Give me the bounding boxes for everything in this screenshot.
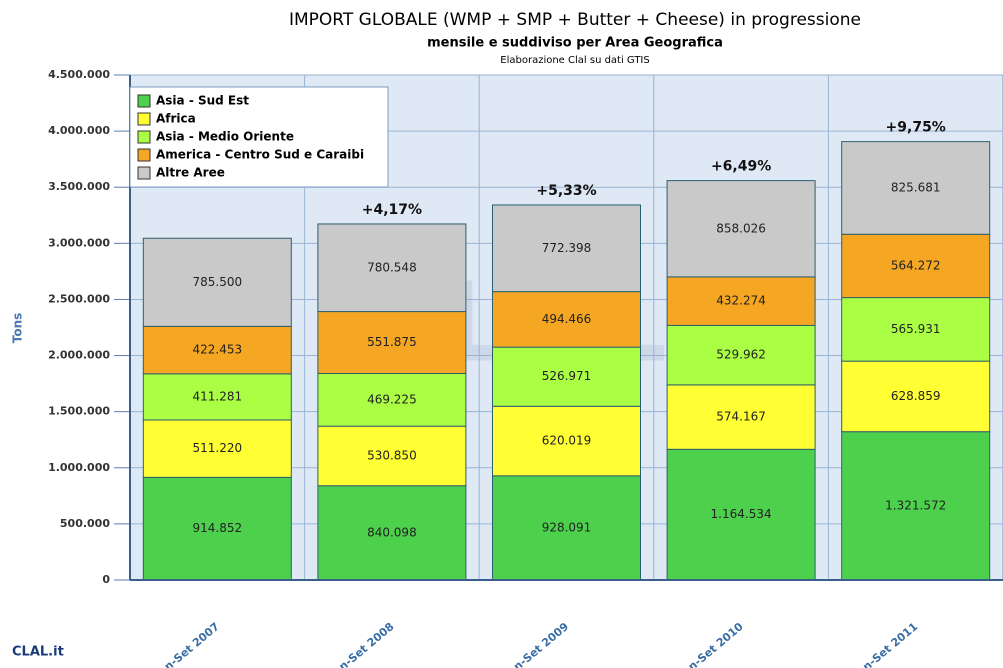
value-label: 551.875 (367, 335, 417, 349)
bar-segment (841, 141, 991, 235)
bar-segment (492, 204, 641, 293)
chart-title: IMPORT GLOBALE (WMP + SMP + Butter + Che… (289, 10, 861, 30)
x-tick-label: Gen-Set 2010 (673, 620, 746, 668)
y-tick-label: 1.000.000 (48, 461, 110, 474)
y-tick-label: 2.500.000 (48, 292, 110, 305)
bar-segment (142, 325, 292, 375)
legend-label: Asia - Medio Oriente (156, 130, 294, 144)
value-label: 564.272 (891, 258, 941, 272)
value-label: 529.962 (716, 348, 766, 362)
bar-segment (666, 384, 816, 450)
y-tick-label: 1.500.000 (48, 405, 110, 418)
bar-segment (666, 276, 816, 326)
bar-segment (841, 431, 991, 581)
bar-segment (317, 425, 467, 487)
value-label: 411.281 (192, 389, 242, 403)
bar-segment (841, 297, 991, 362)
x-tick-label: Gen-Set 2009 (498, 620, 571, 668)
bar-segment (142, 419, 292, 478)
growth-label: +4,17% (362, 202, 422, 218)
bar-segment (317, 223, 467, 313)
bar-segment (666, 180, 816, 278)
value-label: 1.164.534 (711, 507, 772, 521)
bar-segment (666, 324, 816, 386)
value-label: 526.971 (542, 369, 592, 383)
value-label: 530.850 (367, 448, 417, 462)
y-tick-label: 4.000.000 (48, 124, 110, 137)
x-tick-label: Gen-Set 2008 (324, 620, 397, 668)
legend-box (129, 86, 389, 188)
chart-note: Elaborazione Clal su dati GTIS (500, 55, 649, 66)
legend-swatch (137, 166, 151, 180)
bar-segment (317, 485, 467, 581)
y-tick-label: 0 (102, 573, 110, 586)
value-label: 469.225 (367, 392, 417, 406)
value-label: 780.548 (367, 260, 417, 274)
value-label: 858.026 (716, 221, 766, 235)
value-label: 422.453 (192, 343, 242, 357)
y-tick-label: 2.000.000 (48, 349, 110, 362)
legend-swatch (137, 130, 151, 144)
value-label: 840.098 (367, 525, 417, 539)
bar-segment (492, 405, 641, 477)
legend-label: America - Centro Sud e Caraibi (156, 148, 364, 162)
x-tick-label: Gen-Set 2011 (848, 620, 921, 668)
bar-segment (142, 476, 292, 581)
legend-swatch (137, 148, 151, 162)
y-tick-label: 500.000 (60, 517, 110, 530)
bar-segment (492, 291, 641, 348)
legend-swatch (137, 112, 151, 126)
logo: CLAL.it (12, 645, 64, 660)
y-axis-title: Tons (11, 313, 25, 344)
bar-segment (841, 233, 991, 299)
value-label: 494.466 (542, 312, 592, 326)
legend-label: Africa (156, 112, 196, 126)
legend-label: Asia - Sud Est (156, 94, 249, 108)
legend-swatch (137, 94, 151, 108)
x-tick-label: Gen-Set 2007 (149, 620, 222, 668)
bar-segment (317, 372, 467, 427)
value-label: 928.091 (542, 520, 592, 534)
value-label: 511.220 (192, 441, 242, 455)
value-label: 914.852 (192, 521, 242, 535)
value-label: 825.681 (891, 180, 941, 194)
bar-segment (142, 237, 292, 327)
bar-segment (666, 448, 816, 581)
growth-label: +9,75% (886, 120, 946, 136)
value-label: 565.931 (891, 322, 941, 336)
value-label: 628.859 (891, 389, 941, 403)
y-tick-label: 4.500.000 (48, 68, 110, 81)
bar-segment (317, 311, 467, 374)
value-label: 432.274 (716, 294, 766, 308)
chart-subtitle: mensile e suddiviso per Area Geografica (427, 36, 723, 51)
growth-label: +5,33% (536, 183, 596, 199)
bar-segment (492, 475, 641, 581)
value-label: 1.321.572 (885, 498, 946, 512)
bar-segment (492, 346, 641, 407)
value-label: 620.019 (542, 434, 592, 448)
growth-label: +6,49% (711, 159, 771, 175)
bar-segment (142, 373, 292, 421)
value-label: 785.500 (192, 275, 242, 289)
legend-label: Altre Aree (156, 166, 225, 180)
y-tick-label: 3.500.000 (48, 180, 110, 193)
bar-segment (841, 360, 991, 433)
value-label: 574.167 (716, 410, 766, 424)
value-label: 772.398 (542, 241, 592, 255)
y-tick-label: 3.000.000 (48, 236, 110, 249)
